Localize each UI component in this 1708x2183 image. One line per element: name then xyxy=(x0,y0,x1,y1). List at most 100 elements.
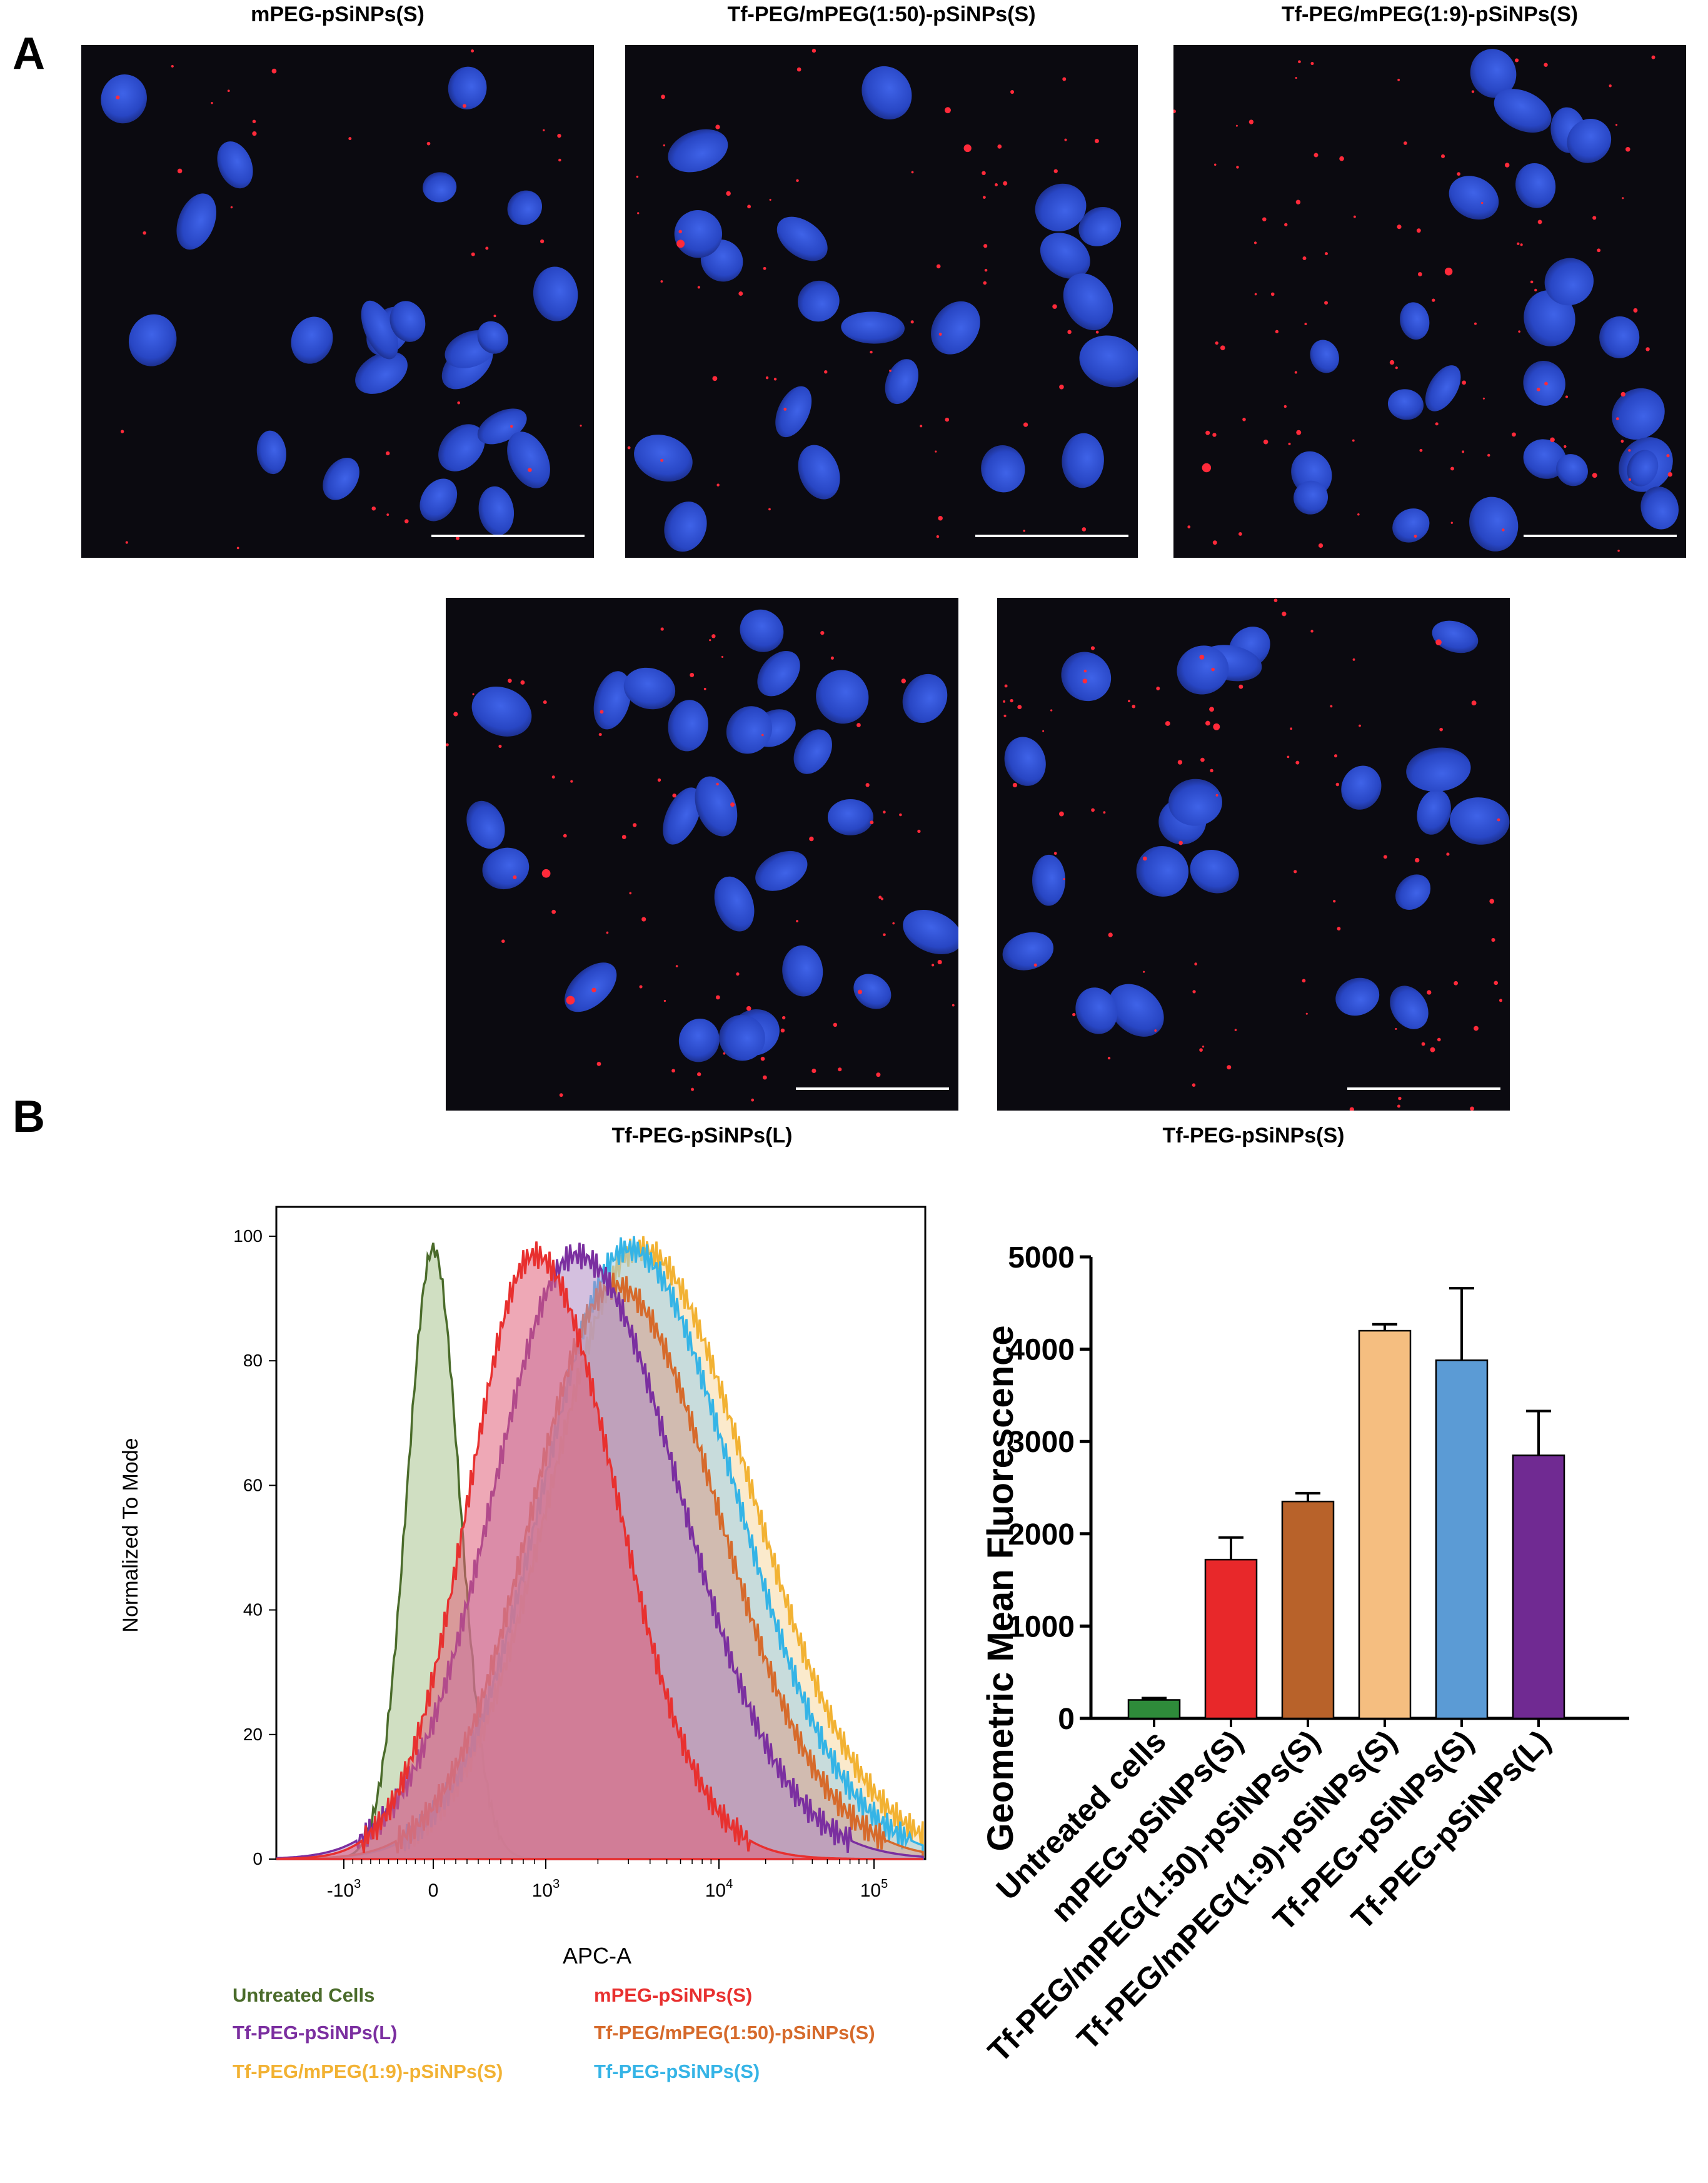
nanoparticle-dot xyxy=(865,783,870,787)
nanoparticle-dot xyxy=(738,291,743,296)
cell-nucleus xyxy=(593,671,631,730)
cell-nucleus xyxy=(885,359,918,405)
nanoparticle-dot xyxy=(457,401,461,405)
nanoparticle-dot xyxy=(1063,878,1065,880)
nanoparticle-dot xyxy=(1435,422,1439,426)
nanoparticle-dot xyxy=(1064,138,1067,141)
nanoparticle-dot xyxy=(1213,723,1220,730)
nanoparticle-dot xyxy=(1209,707,1214,712)
nanoparticle-dot xyxy=(796,179,799,183)
nanoparticle-dot xyxy=(660,280,663,283)
nanoparticle-dot xyxy=(1254,293,1257,296)
nanoparticle-dot xyxy=(1628,449,1631,452)
nanoparticle-dot xyxy=(746,1006,751,1011)
nanoparticle-dot xyxy=(935,450,937,453)
nanoparticle-dot xyxy=(1474,1026,1479,1031)
micrograph-title: Tf-PEG/mPEG(1:50)-pSiNPs(S) xyxy=(727,3,1036,26)
cell-nucleus xyxy=(1417,789,1451,835)
histogram-curves xyxy=(276,1236,924,1860)
nanoparticle-dot xyxy=(1091,808,1095,812)
nanoparticle-dot xyxy=(1023,422,1028,427)
nanoparticle-dot xyxy=(982,196,986,199)
nanoparticle-dot xyxy=(1427,990,1432,995)
cell-nucleus xyxy=(827,799,873,835)
nanoparticle-dot xyxy=(1187,525,1191,529)
nanoparticle-dot xyxy=(125,541,128,544)
nanoparticle-dot xyxy=(910,320,914,324)
nanoparticle-dot xyxy=(606,931,609,934)
nanoparticle-dot xyxy=(1416,228,1421,233)
nanoparticle-dot xyxy=(1210,769,1213,773)
nanoparticle-dot xyxy=(1628,478,1631,481)
nanoparticle-dot xyxy=(1389,360,1395,365)
cell-nucleus xyxy=(291,316,333,364)
nanoparticle-dot xyxy=(637,212,640,214)
nanoparticle-dot xyxy=(780,1028,785,1033)
nanoparticle-dot xyxy=(143,231,146,235)
nanoparticle-dot xyxy=(712,376,718,381)
nanoparticle-dot xyxy=(1067,330,1072,335)
nanoparticle-dot xyxy=(1262,217,1267,221)
nanoparticle-dot xyxy=(711,634,716,638)
nanoparticle-dot xyxy=(1058,811,1064,817)
nanoparticle-dot xyxy=(1437,1037,1441,1042)
nanoparticle-dot xyxy=(1482,397,1485,400)
nanoparticle-dot xyxy=(1620,391,1625,397)
cell-nucleus xyxy=(674,210,723,258)
nanoparticle-dot xyxy=(761,734,764,737)
cell-nucleus xyxy=(361,300,399,360)
nanoparticle-dot xyxy=(751,1098,755,1102)
nanoparticle-dot xyxy=(1211,667,1215,672)
micrograph-image xyxy=(997,598,1510,1111)
nanoparticle-dot xyxy=(1202,463,1212,473)
nanoparticle-dot xyxy=(1270,292,1275,296)
cell-nucleus xyxy=(1078,206,1122,246)
nanoparticle-dot xyxy=(1234,1029,1237,1031)
nanoparticle-dot xyxy=(1333,900,1336,903)
nanoparticle-dot xyxy=(1192,1083,1196,1087)
cell-nucleus xyxy=(1341,765,1382,810)
nanoparticle-dot xyxy=(348,137,352,141)
nanoparticle-dot xyxy=(591,987,596,992)
nanoparticle-dot xyxy=(883,810,886,814)
cell-nucleus xyxy=(1425,365,1461,411)
nanoparticle-dot xyxy=(1287,755,1290,759)
x-tick-label: -103 xyxy=(327,1877,361,1901)
nanoparticle-dot xyxy=(426,141,431,146)
nanoparticle-dot xyxy=(551,909,556,914)
nanoparticle-dot xyxy=(543,700,547,704)
nanoparticle-dot xyxy=(596,1061,601,1066)
nanoparticle-dot xyxy=(1199,1048,1203,1052)
y-tick-label: 40 xyxy=(243,1600,263,1620)
nanoparticle-dot xyxy=(1450,466,1454,471)
cell-nucleus xyxy=(1567,118,1612,163)
nanoparticle-dot xyxy=(1248,119,1254,124)
cell-nucleus xyxy=(714,876,755,932)
nanoparticle-dot xyxy=(557,133,561,138)
nanoparticle-dot xyxy=(811,48,816,53)
nanoparticle-dot xyxy=(371,506,376,511)
nanoparticle-dot xyxy=(824,370,828,374)
nanoparticle-dot xyxy=(691,1087,695,1091)
nanoparticle-dot xyxy=(1536,387,1540,391)
nanoparticle-dot xyxy=(1337,927,1341,931)
cell-nucleus xyxy=(565,962,617,1012)
cell-nucleus xyxy=(507,190,542,225)
cell-nucleus xyxy=(798,280,840,322)
nanoparticle-dot xyxy=(566,996,575,1005)
nanoparticle-dot xyxy=(1353,215,1356,218)
cell-nucleus xyxy=(1190,850,1239,894)
cell-nucleus xyxy=(1523,439,1567,479)
y-axis-label: Geometric Mean Fluorescence xyxy=(980,1325,1021,1851)
nanoparticle-dot xyxy=(1235,124,1238,127)
nanoparticle-dot xyxy=(563,834,567,838)
cell-nucleus xyxy=(862,66,912,120)
y-tick-label: 5000 xyxy=(1008,1241,1075,1274)
cell-nucleus xyxy=(1075,987,1118,1034)
nanoparticle-dot xyxy=(892,922,895,925)
bar xyxy=(1435,1359,1489,1720)
nanoparticle-dot xyxy=(997,144,1002,149)
nanoparticle-dot xyxy=(1083,669,1087,673)
cell-nucleus xyxy=(1002,932,1054,971)
legend-item-untreated: Untreated Cells xyxy=(233,1984,375,2006)
